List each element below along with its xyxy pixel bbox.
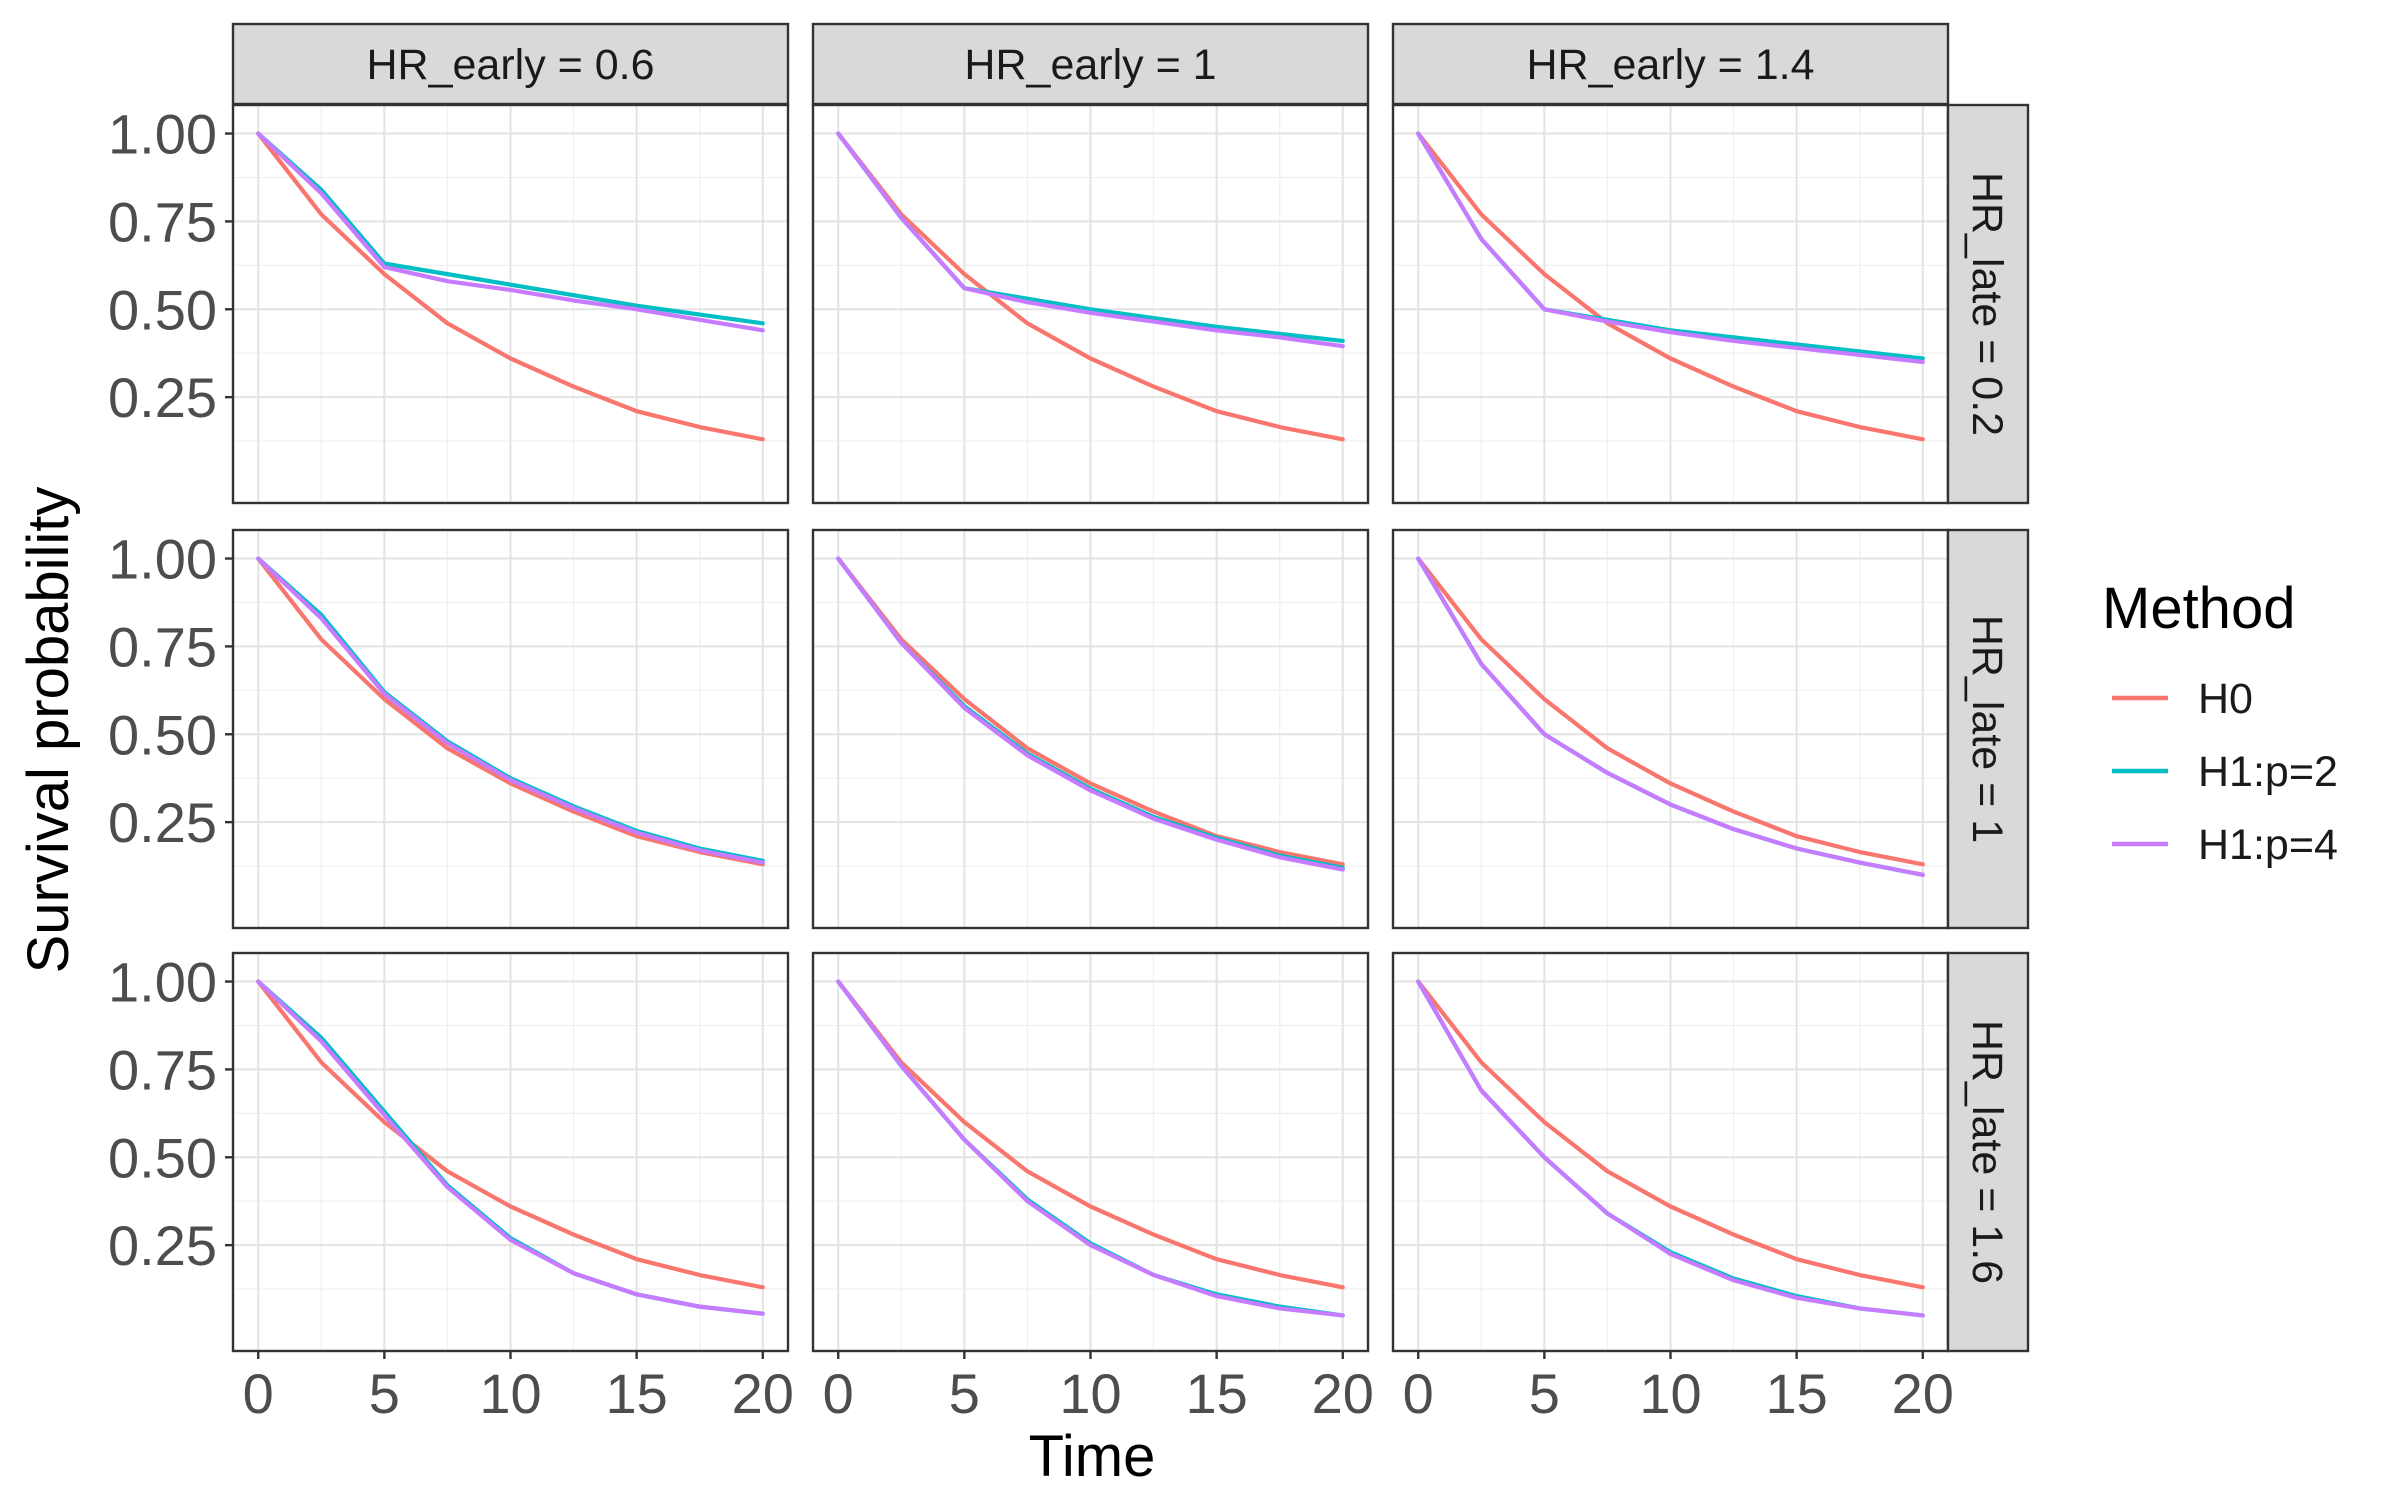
x-tick-label: 0 — [1403, 1362, 1434, 1425]
legend-title: Method — [2102, 576, 2295, 641]
y-tick-label: 0.75 — [108, 1038, 217, 1101]
panels-layer — [231, 103, 1950, 1353]
series-line-h1-p-4 — [836, 979, 1345, 1318]
series-line-h1-p-2 — [256, 131, 765, 326]
y-tick-label: 0.75 — [108, 615, 217, 678]
panel-r1-c1 — [231, 103, 790, 505]
x-tick-label: 5 — [1529, 1362, 1560, 1425]
series-line-h1-p-4 — [256, 556, 765, 865]
panel-r3-c3 — [1391, 951, 1950, 1353]
y-tick-label: 1.00 — [108, 103, 217, 166]
col-strip-label: HR_early = 0.6 — [366, 41, 654, 89]
series-line-h0 — [256, 556, 765, 867]
y-axis-title: Survival probability — [16, 487, 81, 974]
row-strip-label: HR_late = 1 — [1963, 615, 2011, 843]
y-tick-label: 0.25 — [108, 366, 217, 429]
legend-label: H1:p=4 — [2198, 821, 2338, 869]
row-strip-2: HR_late = 1 — [1946, 528, 2030, 930]
legend-item-h1-p-4: H1:p=4 — [2112, 821, 2338, 869]
col-strip-2: HR_early = 1 — [811, 22, 1370, 106]
series-line-h0 — [1416, 979, 1925, 1290]
panel-border — [231, 528, 790, 930]
x-tick-label: 20 — [732, 1362, 794, 1425]
y-tick-label: 0.50 — [108, 703, 217, 766]
legend-item-h0: H0 — [2112, 675, 2253, 723]
col-strip-label: HR_early = 1.4 — [1526, 41, 1814, 89]
strips-layer: HR_early = 0.6 HR_early = 1 HR_early = 1.4… — [231, 22, 2030, 1353]
x-tick-label: 15 — [605, 1362, 667, 1425]
legend-item-h1-p-2: H1:p=2 — [2112, 748, 2338, 796]
panel-r3-c1 — [231, 951, 790, 1353]
panel-border — [811, 528, 1370, 930]
series-line-h0 — [256, 979, 765, 1290]
row-strip-label: HR_late = 1.6 — [1963, 1020, 2011, 1284]
x-tick-label: 15 — [1765, 1362, 1827, 1425]
panel-r2-c3 — [1391, 528, 1950, 930]
series-line-h0 — [836, 131, 1345, 442]
legend-items: H0 H1:p=2 H1:p=4 — [2112, 675, 2338, 869]
col-strip-3: HR_early = 1.4 — [1391, 22, 1950, 106]
panel-r1-c2 — [811, 103, 1370, 505]
x-tick-label: 5 — [949, 1362, 980, 1425]
y-tick-label: 0.75 — [108, 190, 217, 253]
x-tick-label: 10 — [479, 1362, 541, 1425]
strip-background — [1946, 951, 2030, 1353]
panel-r2-c1 — [231, 528, 790, 930]
x-tick-label: 0 — [823, 1362, 854, 1425]
series-line-h0 — [256, 131, 765, 442]
strip-background — [1391, 22, 1950, 106]
row-strip-3: HR_late = 1.6 — [1946, 951, 2030, 1353]
legend-label: H0 — [2198, 675, 2253, 723]
x-tick-label: 10 — [1059, 1362, 1121, 1425]
series-line-h0 — [836, 556, 1345, 867]
series-line-h0 — [836, 979, 1345, 1290]
series-line-h1-p-4 — [836, 556, 1345, 872]
x-tick-label: 20 — [1312, 1362, 1374, 1425]
col-strip-label: HR_early = 1 — [964, 41, 1216, 89]
y-tick-label: 0.50 — [108, 1126, 217, 1189]
y-tick-label: 0.50 — [108, 278, 217, 341]
panel-r2-c2 — [811, 528, 1370, 930]
series-line-h1-p-4 — [256, 131, 765, 333]
x-tick-label: 20 — [1892, 1362, 1954, 1425]
strip-background — [231, 22, 790, 106]
x-tick-label: 0 — [243, 1362, 274, 1425]
x-tick-label: 15 — [1185, 1362, 1247, 1425]
panel-r3-c2 — [811, 951, 1370, 1353]
strip-background — [1946, 103, 2030, 505]
legend-label: H1:p=2 — [2198, 748, 2338, 796]
x-axis-title: Time — [1029, 1424, 1156, 1489]
strip-background — [811, 22, 1370, 106]
series-line-h0 — [1416, 556, 1925, 867]
y-tick-label: 0.25 — [108, 791, 217, 854]
series-line-h0 — [1416, 131, 1925, 442]
legend: Method H0 H1:p=2 H1:p=4 — [2102, 576, 2338, 869]
y-tick-label: 1.00 — [108, 528, 217, 591]
series-line-h1-p-4 — [1416, 131, 1925, 365]
y-tick-label: 1.00 — [108, 951, 217, 1014]
x-tick-label: 10 — [1639, 1362, 1701, 1425]
col-strip-1: HR_early = 0.6 — [231, 22, 790, 106]
panel-r1-c3 — [1391, 103, 1950, 505]
row-strip-1: HR_late = 0.2 — [1946, 103, 2030, 505]
strip-background — [1946, 528, 2030, 930]
y-tick-label: 0.25 — [108, 1214, 217, 1277]
series-line-h1-p-4 — [1416, 979, 1925, 1318]
row-strip-label: HR_late = 0.2 — [1963, 172, 2011, 436]
series-line-h1-p-4 — [836, 131, 1345, 349]
x-tick-label: 5 — [369, 1362, 400, 1425]
series-line-h1-p-4 — [256, 979, 765, 1316]
axes-layer: 0.25 0.50 0.75 1.00 0.25 0.50 0.75 1.00 0.25 0.50… — [108, 103, 1954, 1425]
series-line-h1-p-4 — [1416, 556, 1925, 877]
